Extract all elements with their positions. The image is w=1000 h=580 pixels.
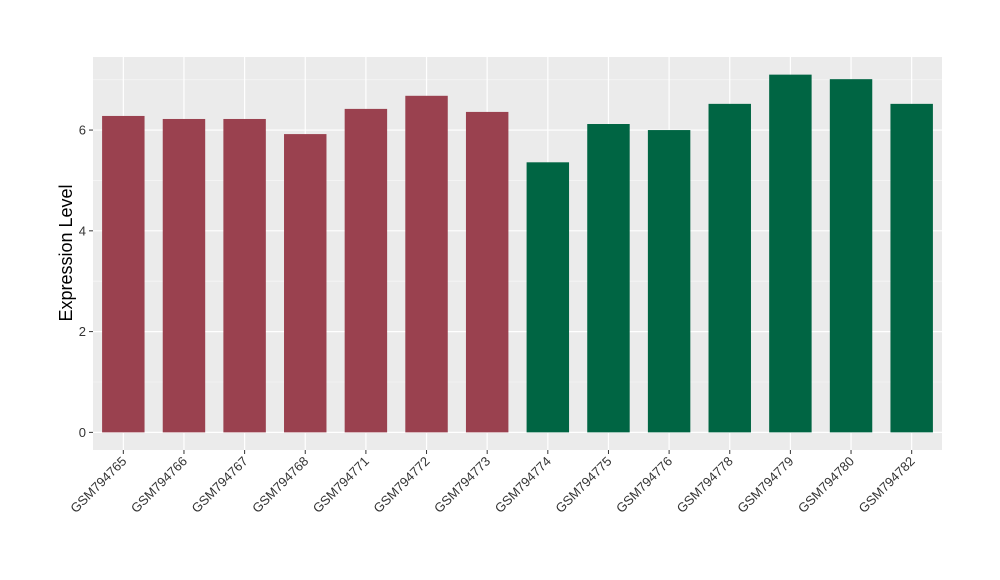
y-tick-label: 2 (79, 324, 86, 339)
x-tick-label: GSM794775 (552, 454, 614, 516)
x-tick-label: GSM794771 (310, 454, 372, 516)
x-tick-label: GSM794774 (492, 454, 554, 516)
y-axis-title: Expression Level (56, 184, 76, 321)
y-tick-label: 0 (79, 425, 86, 440)
bar-GSM794774 (526, 162, 570, 433)
plot-panel (93, 57, 942, 450)
x-tick-label: GSM794782 (856, 454, 918, 516)
x-axis: GSM794765GSM794766GSM794767GSM794768GSM7… (67, 450, 918, 516)
x-tick-label: GSM794778 (674, 454, 736, 516)
bar-GSM794773 (465, 111, 509, 433)
x-tick-label: GSM794776 (613, 454, 675, 516)
x-tick-label: GSM794780 (795, 454, 857, 516)
y-axis: 0 2 4 6 (79, 123, 93, 440)
y-tick-label: 4 (79, 223, 86, 238)
bar-GSM794776 (647, 130, 691, 433)
bar-GSM794775 (587, 124, 630, 433)
bar-GSM794771 (344, 108, 388, 433)
x-tick-label: GSM794767 (189, 454, 251, 516)
bar-GSM794765 (102, 115, 145, 433)
x-tick-label: GSM794779 (734, 454, 796, 516)
y-tick-label: 6 (79, 123, 86, 138)
bar-GSM794772 (405, 95, 448, 433)
x-tick-label: GSM794773 (431, 454, 493, 516)
bar-GSM794779 (769, 74, 812, 433)
bars (102, 74, 933, 433)
bar-GSM794778 (708, 103, 751, 433)
x-tick-label: GSM794772 (370, 454, 432, 516)
x-tick-label: GSM794766 (128, 454, 190, 516)
bar-GSM794766 (162, 118, 206, 433)
bar-GSM794767 (223, 118, 266, 433)
x-tick-label: GSM794765 (67, 454, 129, 516)
bar-GSM794782 (890, 103, 933, 433)
bar-GSM794780 (829, 79, 873, 433)
x-tick-label: GSM794768 (249, 454, 311, 516)
bar-GSM794768 (284, 134, 327, 433)
